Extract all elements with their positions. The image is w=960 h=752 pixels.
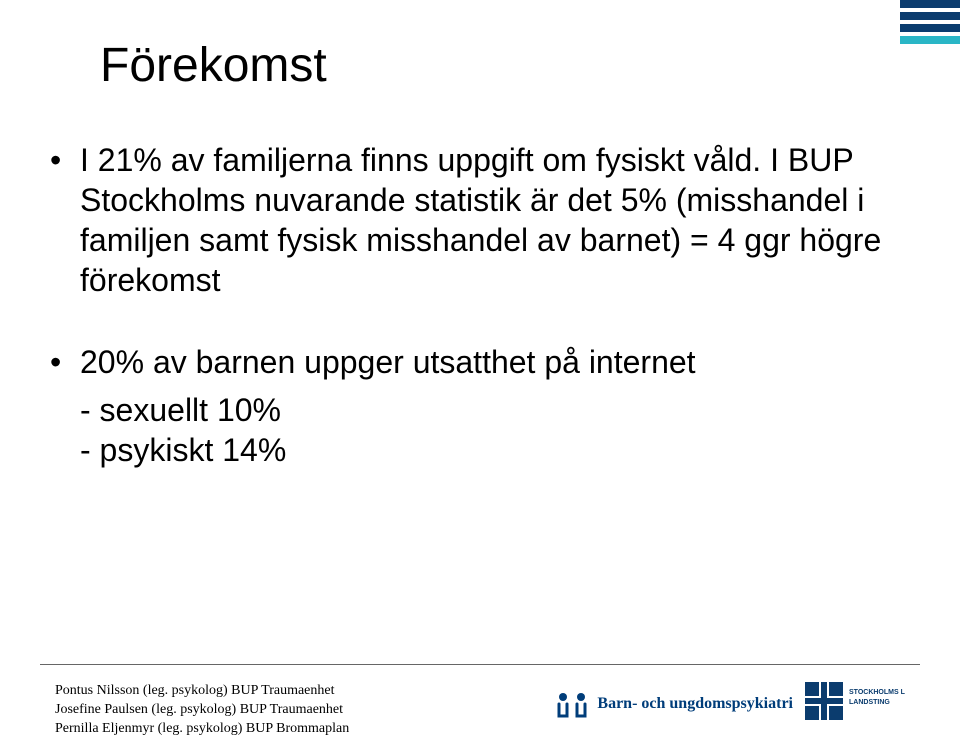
author-credits: Pontus Nilsson (leg. psykolog) BUP Traum…: [55, 682, 349, 739]
author-line: Josefine Paulsen (leg. psykolog) BUP Tra…: [55, 701, 349, 720]
bullet-list: • I 21% av familjerna finns uppgift om f…: [50, 140, 890, 470]
bullet-text: 20% av barnen uppger utsatthet på intern…: [80, 342, 890, 382]
bup-mark-icon: [555, 689, 589, 719]
bup-label: Barn- och ungdomspsykiatri: [597, 695, 793, 713]
slide-title: Förekomst: [100, 38, 327, 93]
accent-bar-2: [900, 12, 960, 20]
spacer: [50, 308, 890, 342]
list-item: • 20% av barnen uppger utsatthet på inte…: [50, 342, 890, 382]
corner-accent-bars: [900, 0, 960, 48]
author-line: Pontus Nilsson (leg. psykolog) BUP Traum…: [55, 682, 349, 701]
sub-lines: - sexuellt 10% - psykiskt 14%: [80, 390, 890, 470]
author-line: Pernilla Eljenmyr (leg. psykolog) BUP Br…: [55, 720, 349, 739]
sll-logo: STOCKHOLMS LÄNS LANDSTING: [805, 682, 905, 726]
footer-divider: [40, 664, 920, 665]
bup-logo: Barn- och ungdomspsykiatri: [555, 689, 793, 719]
slide: Förekomst • I 21% av familjerna finns up…: [0, 0, 960, 752]
logo-block: Barn- och ungdomspsykiatri STOCKHOLMS LÄ…: [555, 682, 905, 726]
sub-line: - psykiskt 14%: [80, 430, 890, 470]
accent-bar-3: [900, 24, 960, 32]
sub-line: - sexuellt 10%: [80, 390, 890, 430]
accent-bar-1: [900, 0, 960, 8]
footer: Pontus Nilsson (leg. psykolog) BUP Traum…: [0, 664, 960, 752]
list-item: • I 21% av familjerna finns uppgift om f…: [50, 140, 890, 300]
bullet-text: I 21% av familjerna finns uppgift om fys…: [80, 140, 890, 300]
svg-text:LANDSTING: LANDSTING: [849, 699, 890, 706]
bullet-dot-icon: •: [50, 342, 80, 382]
bullet-dot-icon: •: [50, 140, 80, 300]
svg-text:STOCKHOLMS LÄNS: STOCKHOLMS LÄNS: [849, 688, 905, 696]
accent-bar-4: [900, 36, 960, 44]
